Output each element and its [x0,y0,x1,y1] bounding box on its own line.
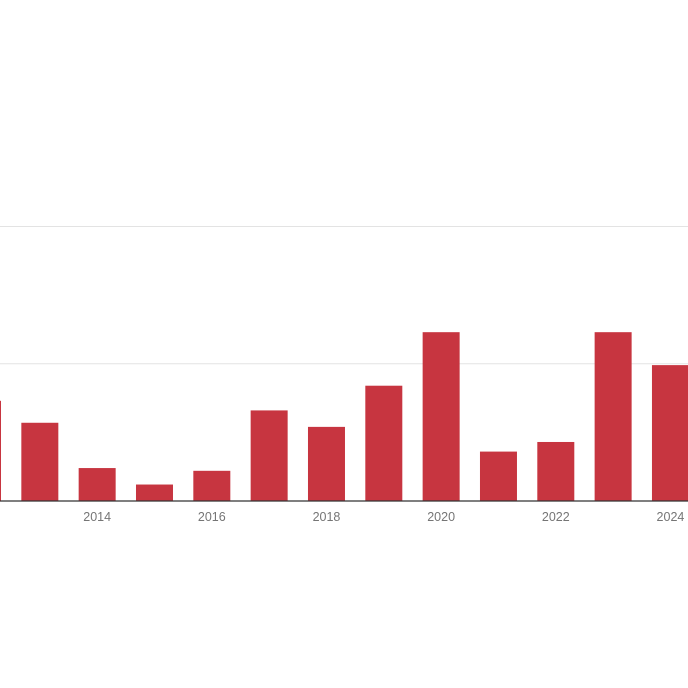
x-tick-label-2020: 2020 [427,510,455,524]
bar-2019 [365,385,403,501]
x-axis: 2014 2016 2018 2020 2022 2024 [0,500,688,524]
bar-2015 [135,484,173,501]
bar-2014 [78,468,116,501]
x-tick-label-2018: 2018 [313,510,341,524]
x-tick-label-2024: 2024 [657,510,685,524]
bar-2023 [594,332,632,501]
bar-2024 [651,365,688,501]
x-tick-label-2022: 2022 [542,510,570,524]
bar-2022 [537,441,575,501]
bars [0,332,688,501]
bar-2021 [479,451,517,501]
bar-2018 [307,426,345,501]
bar-2013 [21,422,59,501]
bar-2020 [422,332,460,501]
gridlines [0,226,688,365]
x-tick-label-2016: 2016 [198,510,226,524]
x-tick-label-2014: 2014 [83,510,111,524]
bar-2016 [193,470,231,501]
bar-2017 [250,410,288,501]
bar-2012 [0,400,1,501]
